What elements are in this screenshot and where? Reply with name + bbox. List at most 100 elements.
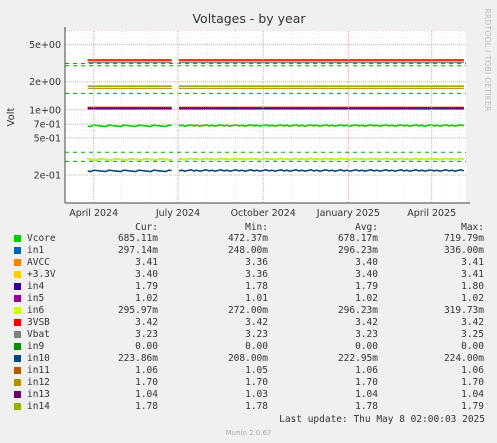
series-line-in10 [87,169,172,173]
legend-avg-value: 222.95m [337,353,378,364]
legend-avg-value: 1.78 [355,401,378,412]
legend-swatch [14,379,21,386]
legend-min-value: 3.23 [245,329,268,340]
legend-avg-value: 1.06 [355,365,378,376]
legend-min-value: 472.37m [227,233,268,244]
y-tick-label: 7e-01 [34,120,61,131]
legend-avg-value: 3.40 [355,257,378,268]
legend-series-name: in5 [27,293,45,304]
legend-max-value: 319.73m [443,305,484,316]
legend-max-value: 1.70 [461,377,484,388]
legend-cur-value: 3.41 [135,257,158,268]
rrdtool-credit: RRDTOOL / TOBI OETIKER [483,8,492,111]
legend-swatch [14,247,21,254]
legend-min-value: 208.00m [227,353,268,364]
series-line-vcore [178,123,465,128]
col-max-header: Max: [461,222,484,233]
legend-cur-value: 3.40 [135,269,158,280]
legend-series-name: in4 [27,281,45,292]
legend-swatch [14,355,21,362]
legend-cur-value: 223.86m [117,353,158,364]
legend-avg-value: 1.04 [355,389,378,400]
legend-max-value: 1.79 [461,401,484,412]
y-axis-label: Volt [6,107,17,126]
legend-avg-value: 1.79 [355,281,378,292]
y-tick-label: 2e+00 [29,77,61,88]
legend-swatch [14,307,21,314]
legend-max-value: 719.79m [443,233,484,244]
legend-series-name: +3.3V [27,269,56,280]
x-tick-label: July 2024 [155,208,200,219]
legend-row: in12 1.70 1.70 1.70 1.70 [0,377,497,389]
legend-max-value: 1.02 [461,293,484,304]
legend-row: in9 0.00 0.00 0.00 0.00 [0,341,497,353]
legend-min-value: 1.01 [245,293,268,304]
legend-cur-value: 297.14m [117,245,158,256]
legend-swatch [14,259,21,266]
legend-row: Vbat 3.23 3.23 3.23 3.25 [0,329,497,341]
legend-swatch [14,331,21,338]
legend-swatch [14,319,21,326]
legend-avg-value: 678.17m [337,233,378,244]
legend-max-value: 336.00m [443,245,484,256]
legend-cur-value: 1.79 [135,281,158,292]
legend-avg-value: 0.00 [355,341,378,352]
legend-cur-value: 3.42 [135,317,158,328]
legend-min-value: 3.42 [245,317,268,328]
legend-min-value: 272.00m [227,305,268,316]
legend-cur-value: 1.70 [135,377,158,388]
munin-version: Munin 2.0.67 [225,429,272,437]
legend-min-value: 0.00 [245,341,268,352]
legend-series-name: in14 [27,401,50,412]
legend-max-value: 1.04 [461,389,484,400]
warning-lines [65,63,466,162]
legend-min-value: 3.36 [245,269,268,280]
legend-min-value: 1.05 [245,365,268,376]
legend-row: 3VSB 3.42 3.42 3.42 3.42 [0,317,497,329]
y-axis-ticks: 5e+00 2e+00 1e+00 7e-01 5e-01 2e-01 [29,27,466,203]
legend-swatch [14,271,21,278]
col-avg-header: Avg: [355,222,378,233]
legend-max-value: 1.80 [461,281,484,292]
legend-row: in1 297.14m 248.00m 296.23m 336.00m [0,245,497,257]
legend-series-name: Vbat [27,329,50,340]
legend-row: in4 1.79 1.78 1.79 1.80 [0,281,497,293]
last-update: Last update: Thu May 8 02:00:03 2025 [279,414,485,425]
legend-max-value: 3.42 [461,317,484,328]
legend-min-value: 1.03 [245,389,268,400]
x-tick-label: October 2024 [231,208,296,219]
series-line-in6 [87,157,172,161]
x-tick-label: April 2025 [407,208,456,219]
x-tick-label: April 2024 [69,208,118,219]
legend-series-name: in6 [27,305,45,316]
legend-avg-value: 1.70 [355,377,378,388]
legend-avg-value: 3.42 [355,317,378,328]
legend-swatch [14,367,21,374]
legend-avg-value: 3.40 [355,269,378,280]
legend-series-name: Vcore [27,233,56,244]
legend-min-value: 1.70 [245,377,268,388]
legend-max-value: 1.06 [461,365,484,376]
legend-min-value: 1.78 [245,281,268,292]
legend-max-value: 3.41 [461,269,484,280]
series-lines [87,59,465,173]
legend-avg-value: 3.23 [355,329,378,340]
legend-row: in14 1.78 1.78 1.78 1.79 [0,401,497,413]
legend-cur-value: 295.97m [117,305,158,316]
legend-series-name: in9 [27,341,45,352]
x-axis-ticks: April 2024 July 2024 October 2024 January 2… [65,31,470,219]
legend-header: Cur: Min: Avg: Max: [0,222,497,234]
legend-row: in6 295.97m 272.00m 296.23m 319.73m [0,305,497,317]
plot-background [65,31,466,203]
legend-series-name: in12 [27,377,50,388]
legend-max-value: 3.41 [461,257,484,268]
legend-series-name: in1 [27,245,45,256]
legend-max-value: 0.00 [461,341,484,352]
legend-series-name: in10 [27,353,50,364]
legend-row: AVCC 3.41 3.36 3.40 3.41 [0,257,497,269]
legend-min-value: 248.00m [227,245,268,256]
legend-row: in10 223.86m 208.00m 222.95m 224.00m [0,353,497,365]
col-min-header: Min: [245,222,268,233]
legend-row: in11 1.06 1.05 1.06 1.06 [0,365,497,377]
legend-avg-value: 1.02 [355,293,378,304]
